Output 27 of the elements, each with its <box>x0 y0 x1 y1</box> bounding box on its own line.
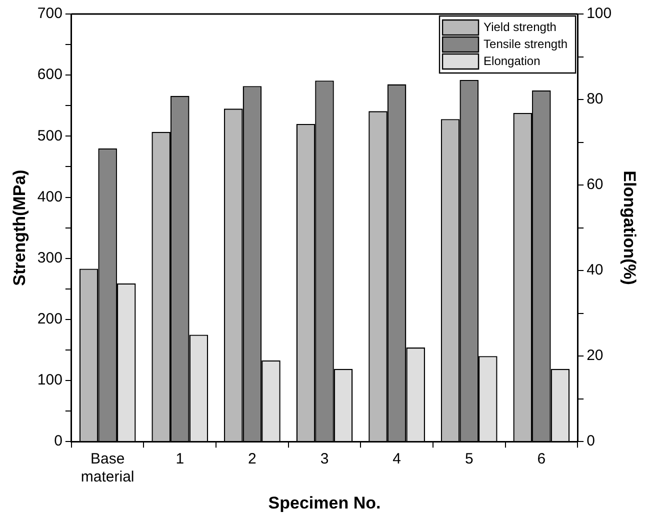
x-tick-label: 3 <box>320 450 329 468</box>
x-tick-label: 2 <box>248 450 256 468</box>
x-tick-label: Base material <box>80 450 134 486</box>
y-tick-label: 300 <box>37 249 62 266</box>
legend-label: Yield strength <box>484 20 556 34</box>
x-tick-label: 4 <box>392 450 401 468</box>
y-tick-label: 0 <box>54 432 62 450</box>
y2-axis-title: Elongation(%) <box>620 170 640 285</box>
y-tick-label: 200 <box>37 310 62 328</box>
y-tick-label: 500 <box>37 127 62 144</box>
y2-tick-label: 100 <box>586 5 612 22</box>
x-tick-label: 5 <box>464 450 474 468</box>
y-tick-label: 700 <box>37 5 62 22</box>
legend-label: Tensile strength <box>484 36 568 51</box>
y2-tick-label: 0 <box>586 432 595 450</box>
y-tick-label: 400 <box>37 188 62 206</box>
y2-tick-label: 20 <box>586 347 604 364</box>
x-axis-title: Specimen No. <box>268 493 381 512</box>
legend-label: Elongation <box>484 54 540 68</box>
y2-tick-label: 80 <box>586 90 604 108</box>
y2-tick-label: 40 <box>586 262 604 279</box>
y-axis-title: Strength(MPa) <box>10 170 29 286</box>
y-tick-label: 100 <box>37 372 62 389</box>
y-tick-label: 600 <box>37 66 62 84</box>
x-tick-label: 6 <box>537 450 546 468</box>
x-tick-label: 1 <box>176 450 184 468</box>
y2-tick-label: 60 <box>586 176 604 194</box>
